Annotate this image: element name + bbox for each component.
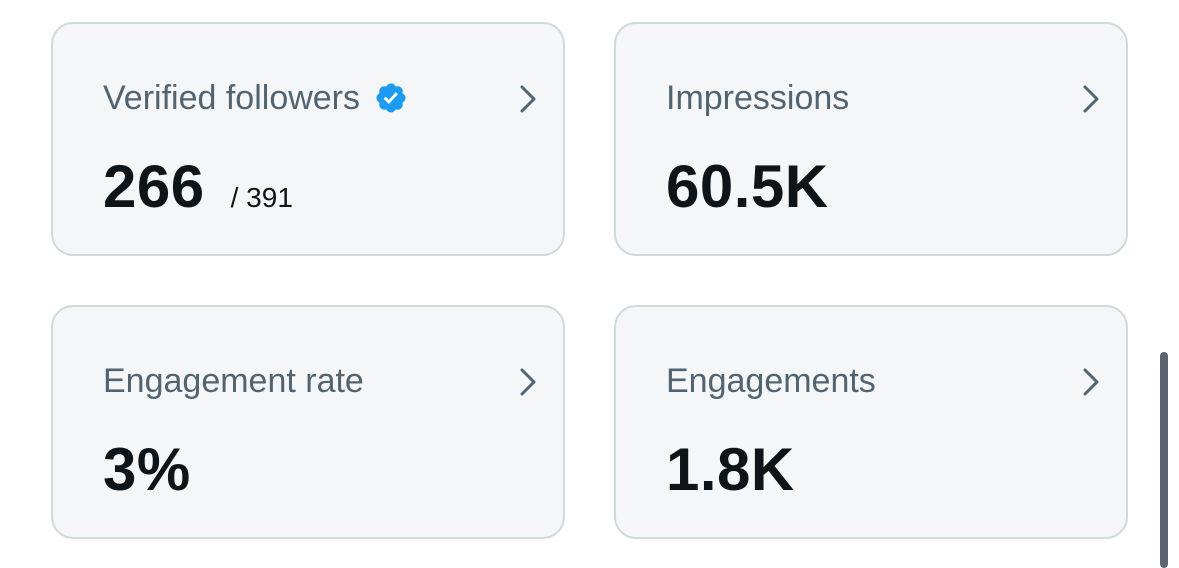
card-title: Engagement rate [103,361,364,401]
card-value: 1.8K [666,435,795,505]
chevron-right-icon [520,85,536,113]
card-title-label: Impressions [666,79,850,117]
engagements-card[interactable]: Engagements 1.8K [614,305,1128,539]
engagement-rate-card[interactable]: Engagement rate 3% [51,305,565,539]
card-title-label: Engagement rate [103,362,364,400]
card-value: 3% [103,435,191,505]
card-title: Engagements [666,361,876,401]
verified-followers-count: 266 [103,153,205,220]
total-followers-count: / 391 [230,182,293,213]
impressions-card[interactable]: Impressions 60.5K [614,22,1128,256]
chevron-right-icon [1083,85,1099,113]
card-title: Impressions [666,78,849,118]
engagements-count: 1.8K [666,436,795,503]
impressions-count: 60.5K [666,153,829,220]
card-value: 266 / 391 [103,152,293,222]
chevron-right-icon [1083,368,1099,396]
card-title-label: Verified followers [103,79,361,117]
chevron-right-icon [520,368,536,396]
card-title: Verified followers [103,78,408,118]
engagement-rate-value: 3% [103,436,191,503]
card-title-label: Engagements [666,362,876,400]
verified-followers-card[interactable]: Verified followers 266 / 391 [51,22,565,256]
card-value: 60.5K [666,152,829,222]
verified-badge-icon [374,81,408,115]
scrollbar[interactable] [1160,352,1168,568]
